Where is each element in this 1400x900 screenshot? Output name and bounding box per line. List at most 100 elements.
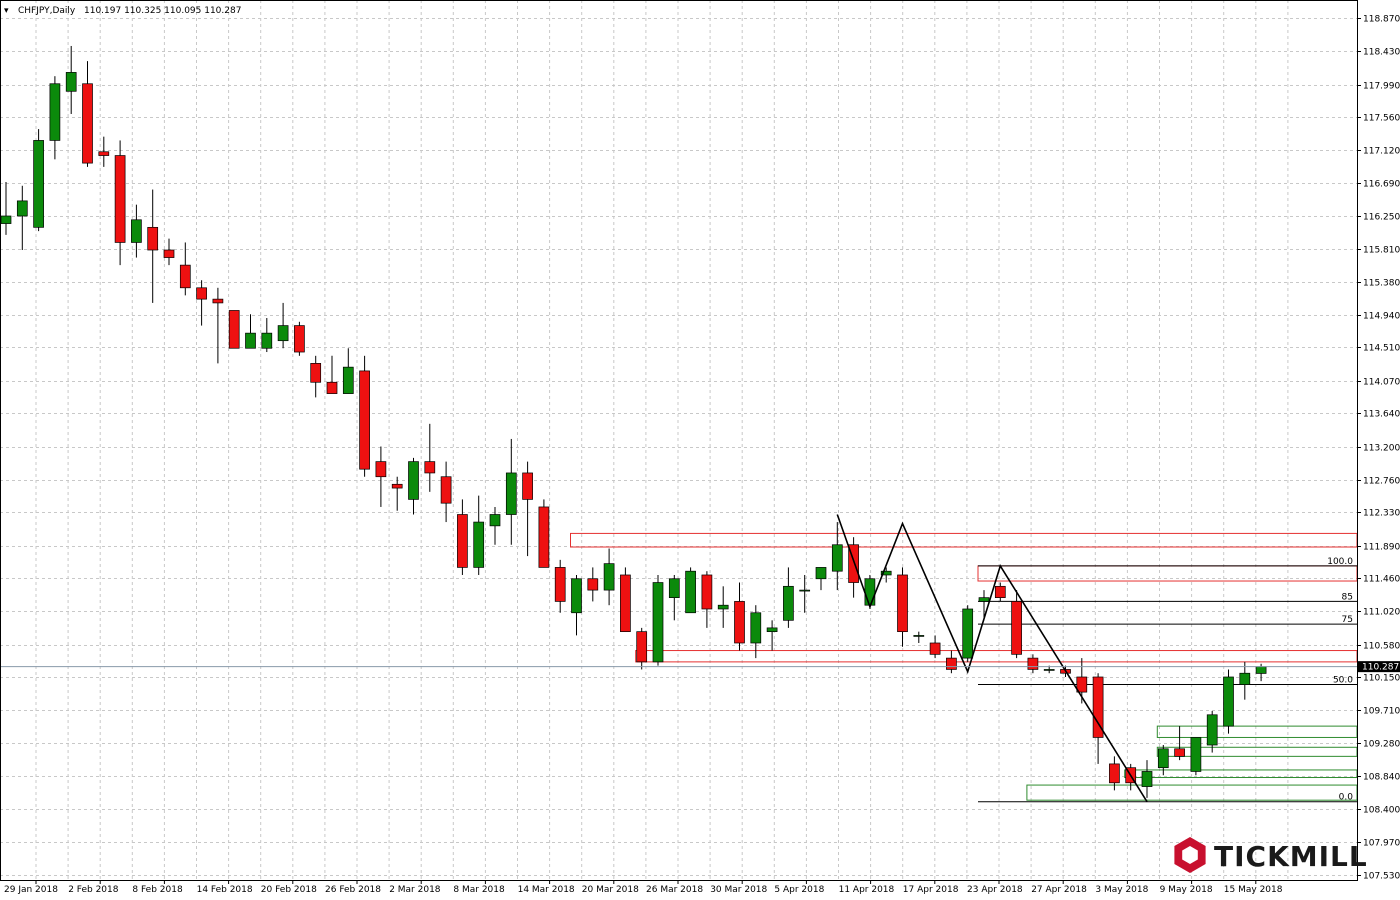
y-tick-label: 118.870	[1363, 15, 1400, 25]
candle	[994, 582, 1006, 602]
candle	[978, 590, 990, 621]
candle-body	[98, 151, 110, 156]
candle	[1011, 590, 1022, 659]
candle	[1027, 654, 1039, 674]
candle-body	[408, 461, 419, 500]
y-tick-label: 109.280	[1363, 740, 1400, 750]
candle-body	[294, 325, 305, 353]
candle	[114, 140, 126, 266]
candle-body	[848, 544, 859, 583]
y-tick-label: 110.150	[1363, 674, 1400, 684]
candle-body	[880, 570, 892, 576]
fib-level-label: 100.0	[1327, 557, 1353, 567]
x-tick-label: 23 Apr 2018	[967, 885, 1023, 895]
candle-body	[49, 83, 61, 141]
x-tick-label: 2 Mar 2018	[389, 885, 441, 895]
candle	[1157, 745, 1169, 776]
candle	[1206, 711, 1218, 753]
candle	[82, 61, 93, 167]
y-tick-label: 116.250	[1363, 213, 1400, 223]
candles	[0, 45, 1267, 798]
candle-body	[0, 215, 12, 224]
candle-body	[1141, 771, 1153, 787]
y-tick-label: 114.940	[1363, 312, 1400, 322]
candle	[245, 314, 256, 349]
candle-body	[82, 83, 93, 164]
candle	[799, 574, 811, 613]
candle	[408, 457, 419, 515]
candle-body	[587, 578, 599, 591]
y-tick-label: 111.460	[1363, 575, 1400, 585]
y-tick-label: 109.710	[1363, 707, 1400, 717]
candle	[1223, 669, 1234, 734]
candle-body	[1109, 763, 1120, 784]
candle	[848, 537, 859, 598]
candle-body	[766, 627, 778, 633]
symbol-label: CHFJPY,Daily	[18, 6, 76, 16]
candle	[636, 627, 648, 670]
y-tick-label: 107.530	[1363, 872, 1400, 882]
candle	[1092, 673, 1104, 764]
candle	[440, 461, 452, 523]
y-tick-label: 116.690	[1363, 180, 1400, 190]
fib-level-label: 0.0	[1339, 793, 1354, 803]
candle-body	[147, 226, 159, 251]
ohlc-label: 110.197 110.325 110.095 110.287	[84, 6, 241, 16]
candle-body	[1027, 657, 1039, 670]
x-tick-label: 14 Feb 2018	[197, 885, 253, 895]
x-tick-label: 9 May 2018	[1160, 885, 1213, 895]
y-tick-label: 117.120	[1363, 147, 1400, 157]
candle-body	[1223, 676, 1234, 727]
y-tick-label: 111.890	[1363, 543, 1400, 553]
y-tick-label: 108.400	[1363, 806, 1400, 816]
y-tick-label: 112.760	[1363, 477, 1400, 487]
candle	[98, 136, 110, 167]
candle-body	[603, 563, 615, 591]
candle-body	[652, 582, 664, 663]
y-tick-label: 115.810	[1363, 246, 1400, 256]
candle	[212, 287, 224, 364]
candle	[163, 238, 175, 266]
x-axis: 29 Jan 2018 2 Feb 2018 8 Feb 2018 14 Feb 20…	[4, 880, 1283, 895]
price-tag-dot: ▾	[4, 6, 9, 16]
candle	[880, 567, 892, 583]
candle-body	[473, 521, 485, 568]
x-tick-label: 26 Feb 2018	[325, 885, 381, 895]
plot-border	[0, 0, 1358, 881]
candle	[33, 129, 44, 232]
candle-body	[554, 567, 566, 602]
candle-body	[994, 585, 1006, 598]
candle	[261, 318, 273, 353]
x-tick-label: 30 Mar 2018	[710, 885, 767, 895]
candle-body	[571, 578, 582, 614]
candle	[457, 499, 468, 575]
x-tick-label: 8 Mar 2018	[453, 885, 505, 895]
fib-level-label: 75	[1342, 615, 1353, 625]
x-tick-label: 20 Feb 2018	[261, 885, 317, 895]
candle-body	[228, 310, 240, 349]
candle-body	[636, 631, 648, 663]
candle-body	[424, 461, 436, 474]
candle	[717, 586, 729, 628]
candle	[277, 302, 289, 349]
x-tick-label: 3 May 2018	[1095, 885, 1148, 895]
candle	[391, 476, 403, 511]
candle-body	[391, 483, 403, 489]
fib-level-label: 85	[1342, 592, 1353, 602]
current-price-tag: 110.287	[1358, 661, 1400, 673]
y-axis: 118.870 118.430 117.990 117.560 117.120 116.6…	[1357, 15, 1400, 882]
y-tick-label: 110.580	[1363, 642, 1400, 652]
candle-body	[913, 635, 925, 637]
x-tick-label: 8 Feb 2018	[132, 885, 183, 895]
candle	[179, 242, 191, 296]
candle	[603, 548, 615, 606]
candle-body	[522, 472, 533, 500]
candle	[701, 571, 713, 628]
candle-body	[1190, 737, 1202, 772]
candle-body	[1076, 676, 1088, 693]
y-tick-label: 108.840	[1363, 773, 1400, 783]
candle-body	[131, 219, 142, 243]
candle	[750, 605, 762, 659]
candle	[620, 567, 631, 633]
